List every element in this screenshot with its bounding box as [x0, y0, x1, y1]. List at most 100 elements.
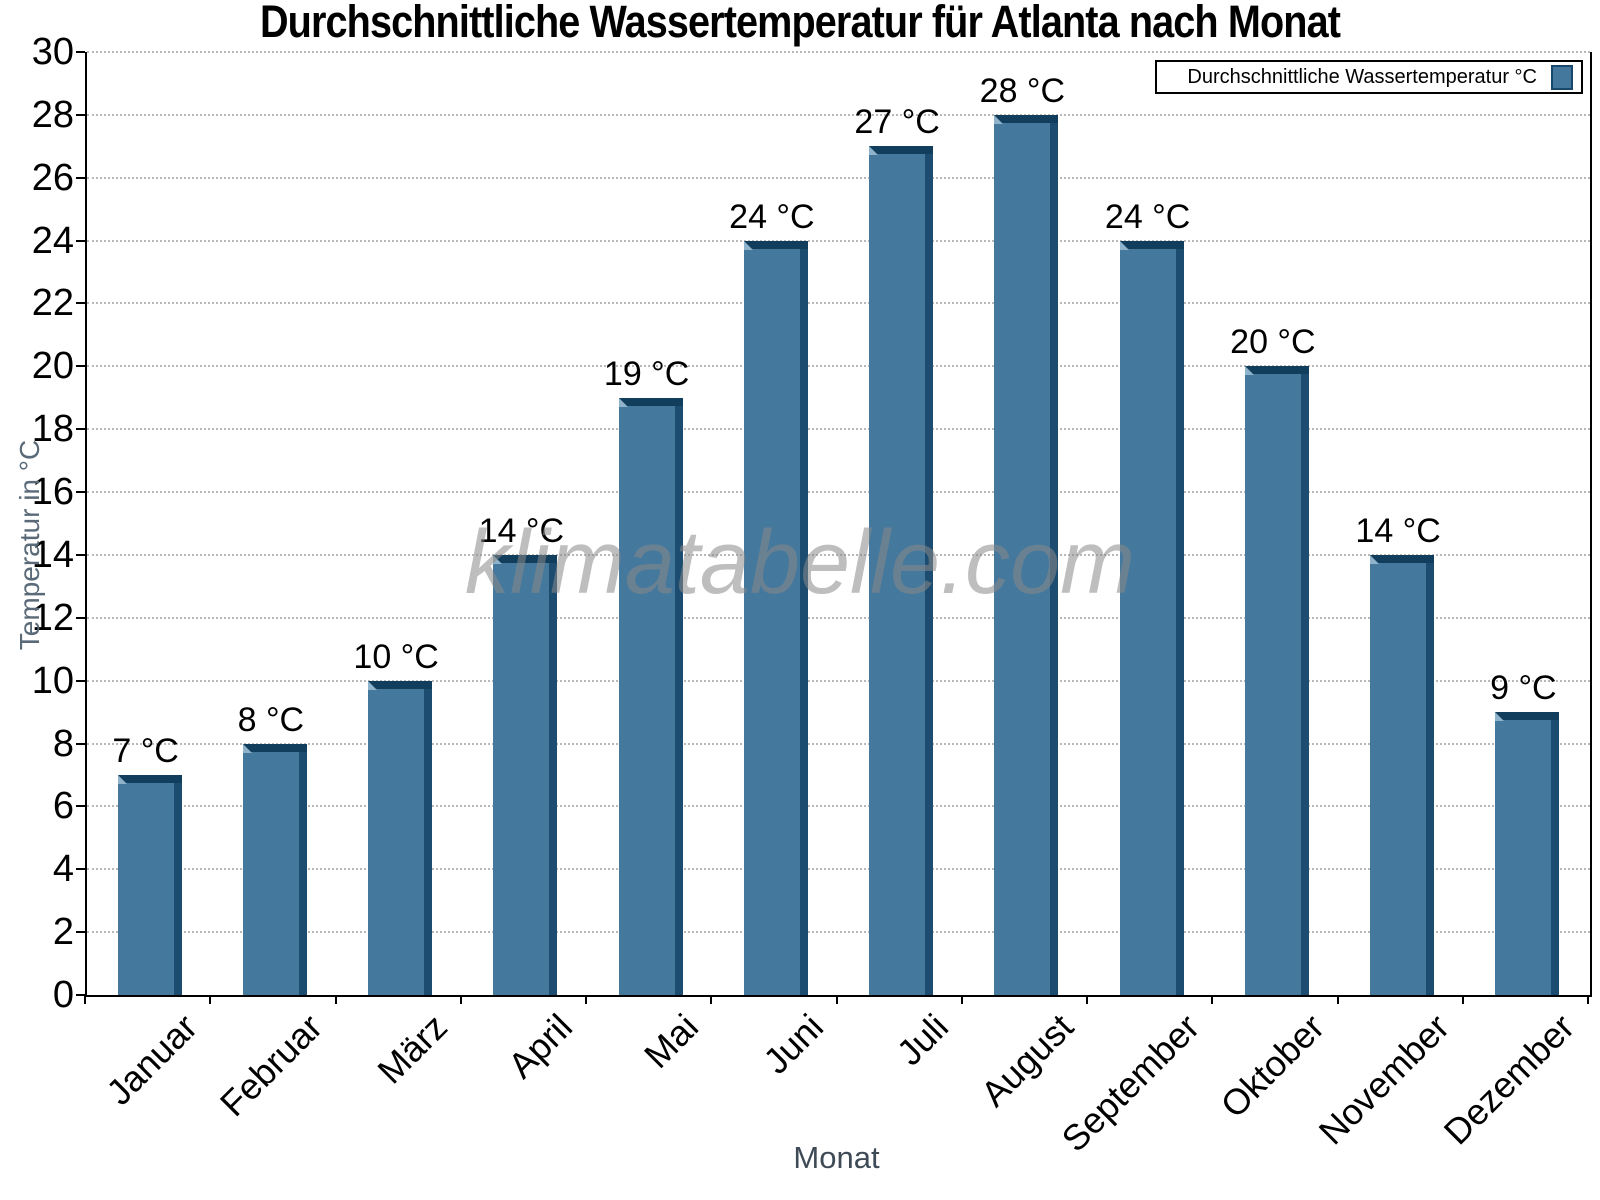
bar-top-edge [994, 114, 1059, 123]
x-tick-label-januar: Januar [97, 1006, 205, 1113]
bar-juni [743, 240, 808, 995]
x-tick [1587, 995, 1589, 1004]
bar-top-edge [618, 397, 683, 406]
bar-top-edge [1370, 554, 1435, 563]
gridline [87, 113, 1590, 116]
bar-bevel [869, 146, 879, 156]
gridline [87, 616, 1590, 619]
bar-value-label: 9 °C [1490, 669, 1557, 708]
y-tick-label: 12 [31, 596, 74, 639]
bar-top-edge [493, 554, 558, 563]
y-tick [76, 176, 85, 179]
gridline [87, 679, 1590, 682]
x-tick-label-dezember: Dezember [1435, 1006, 1583, 1153]
bar-face [368, 688, 425, 995]
y-tick [76, 428, 85, 431]
x-tick [585, 995, 587, 1004]
y-tick-label: 22 [31, 282, 74, 325]
bar-top-edge [242, 743, 307, 752]
bar-value-label: 28 °C [979, 71, 1066, 110]
bar-august [994, 114, 1059, 995]
bar-value-label: 10 °C [353, 637, 439, 676]
bar-face [117, 782, 174, 995]
gridline [87, 428, 1590, 431]
y-tick [76, 553, 85, 556]
x-tick-label-mai: Mai [635, 1006, 706, 1077]
bar-top-edge [1119, 240, 1184, 249]
bar-face [743, 248, 800, 995]
y-tick [76, 51, 85, 53]
y-tick [76, 742, 85, 745]
bar-face [1244, 374, 1301, 995]
bar-februar [242, 743, 307, 995]
bar-bevel [242, 743, 252, 753]
bar-face [618, 405, 675, 995]
y-tick [76, 616, 85, 619]
bar-side-edge [799, 248, 808, 995]
bar-januar [117, 774, 182, 995]
bar-top-edge [743, 240, 808, 249]
bar-september [1119, 240, 1184, 995]
bar-side-edge [925, 154, 934, 995]
y-tick [76, 302, 85, 305]
bar-top-edge [1244, 366, 1309, 375]
bar-value-label: 24 °C [1104, 197, 1191, 236]
y-tick-label: 16 [31, 471, 74, 514]
x-tick-label-märz: März [369, 1006, 456, 1092]
bar-bevel [1370, 554, 1380, 564]
y-tick-label: 30 [31, 31, 74, 73]
bar-value-label: 27 °C [854, 103, 940, 142]
bar-top-edge [1495, 712, 1560, 721]
x-tick [209, 995, 212, 1004]
gridline [87, 239, 1590, 242]
y-tick-label: 2 [52, 911, 74, 954]
x-tick [334, 995, 337, 1004]
gridline [87, 491, 1590, 494]
bar-november [1370, 554, 1435, 995]
legend: Durchschnittliche Wassertemperatur °C [1155, 60, 1583, 94]
x-tick [835, 995, 838, 1004]
bar-juli [869, 146, 934, 995]
x-tick-label-oktober: Oktober [1212, 1006, 1332, 1126]
bar-face [994, 122, 1051, 995]
chart-title: Durchschnittliche Wassertemperatur für A… [259, 0, 1341, 47]
bar-top-edge [117, 774, 182, 783]
bar-face [1370, 562, 1427, 995]
y-tick [76, 868, 85, 871]
bar-side-edge [1175, 248, 1184, 995]
bar-value-label: 7 °C [112, 731, 179, 770]
y-tick [76, 805, 85, 808]
gridline [87, 302, 1590, 305]
bar-bevel [1119, 240, 1129, 250]
y-tick [76, 994, 85, 996]
x-tick-label-november: November [1310, 1006, 1458, 1153]
x-tick [1086, 995, 1088, 1004]
y-tick [76, 365, 85, 368]
x-tick-label-juni: Juni [755, 1006, 831, 1082]
bar-face [493, 562, 550, 995]
bar-side-edge [173, 782, 182, 995]
bar-april [493, 554, 558, 995]
bar-face [1119, 248, 1176, 995]
gridline [87, 51, 1590, 53]
bar-side-edge [298, 751, 307, 995]
bar-bevel [994, 114, 1004, 124]
bar-value-label: 14 °C [1355, 511, 1441, 550]
y-axis-title: Temperatur in °C [14, 439, 45, 651]
bar-bevel [368, 680, 378, 690]
x-tick-label-juli: Juli [888, 1006, 957, 1074]
x-tick [1336, 995, 1339, 1004]
bar-top-edge [368, 680, 433, 689]
y-tick-label: 20 [31, 345, 74, 388]
gridline [87, 742, 1590, 745]
bar-oktober [1244, 366, 1309, 995]
bar-bevel [1495, 712, 1505, 722]
bar-side-edge [674, 405, 683, 995]
legend-label: Durchschnittliche Wassertemperatur °C [1187, 65, 1537, 88]
y-tick-label: 6 [52, 785, 74, 828]
x-tick-label-april: April [500, 1006, 581, 1086]
y-tick-label: 28 [31, 93, 74, 136]
bar-bevel [743, 240, 753, 250]
y-tick [76, 491, 85, 494]
bar-side-edge [549, 562, 558, 995]
